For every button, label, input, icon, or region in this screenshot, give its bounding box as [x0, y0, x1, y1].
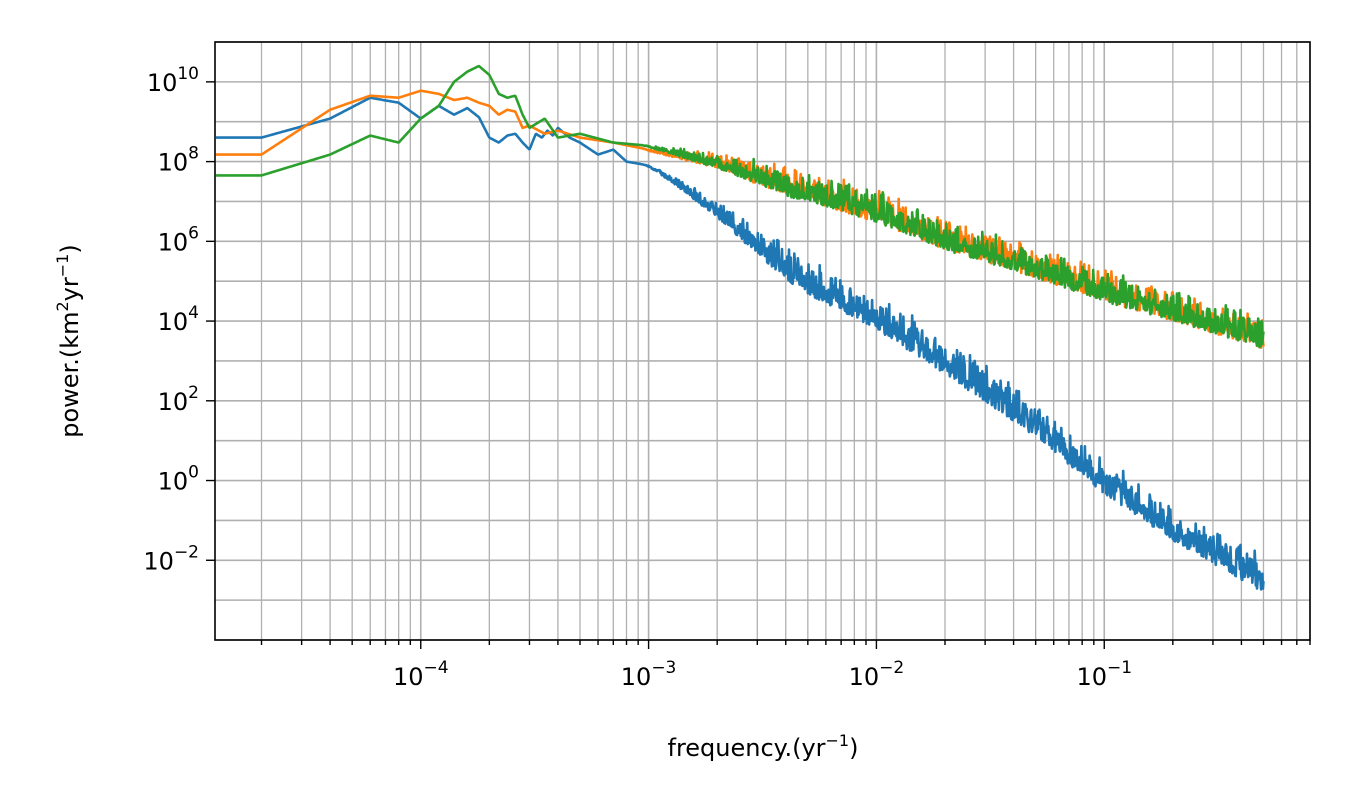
y-axis-label: power.(km2yr−1) — [53, 244, 84, 437]
axis-ticks — [206, 81, 1311, 649]
x-tick-label: 10−2 — [849, 658, 905, 691]
y-tick-label: 106 — [158, 223, 199, 256]
y-tick-label: 1010 — [147, 64, 199, 97]
x-axis-label: frequency.(yr−1) — [668, 731, 859, 762]
series-layer — [216, 64, 1265, 591]
series-line-3 — [216, 64, 1265, 349]
y-tick-label: 10−2 — [143, 542, 199, 575]
x-tick-label: 10−3 — [621, 658, 677, 691]
y-tick-label: 108 — [158, 144, 199, 177]
x-tick-label: 10−4 — [393, 658, 449, 691]
x-tick-label: 10−1 — [1076, 658, 1132, 691]
y-tick-label: 100 — [158, 463, 199, 496]
plot-frame — [214, 41, 1311, 641]
y-tick-label: 104 — [158, 303, 199, 336]
y-tick-label: 102 — [158, 383, 199, 416]
tick-labels: 10−4 10−3 10−2 10−1 1010 108 106 104 102 100 10−2 — [143, 64, 1132, 691]
